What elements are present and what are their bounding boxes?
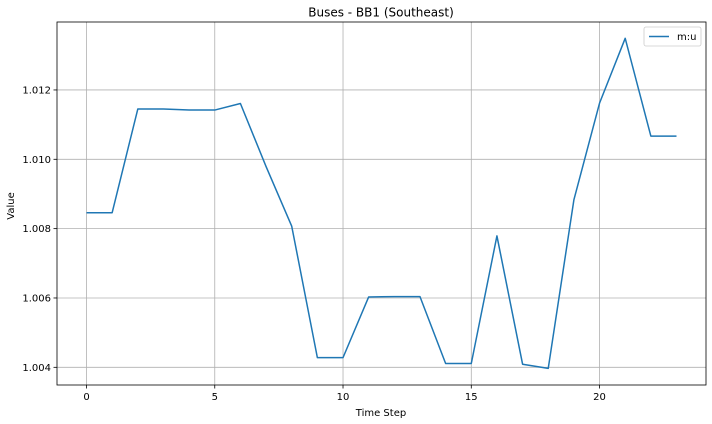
series-line — [86, 37, 677, 370]
x-axis-label: Time Step — [355, 408, 406, 419]
x-tick-label: 5 — [212, 392, 218, 403]
y-tick-label: 1.010 — [22, 155, 51, 166]
legend-box — [643, 26, 702, 47]
axis-ticks: 0 5 10 15 20 1.004 1.006 1.008 1.010 1.012 — [22, 85, 606, 403]
chart-title: Buses - BB1 (Southeast) — [308, 6, 454, 20]
series-layer — [86, 37, 677, 370]
legend: m:u — [643, 26, 702, 47]
y-axis-label: Value — [6, 192, 17, 219]
x-tick-label: 0 — [83, 392, 89, 403]
x-tick-label: 20 — [593, 392, 606, 403]
y-tick-label: 1.004 — [22, 363, 51, 374]
plot-area-frame — [56, 21, 707, 386]
y-tick-label: 1.012 — [22, 85, 51, 96]
legend-entry-label: m:u — [677, 32, 696, 43]
x-tick-label: 15 — [465, 392, 478, 403]
x-tick-label: 10 — [337, 392, 350, 403]
y-tick-label: 1.006 — [22, 293, 51, 304]
y-tick-label: 1.008 — [22, 224, 51, 235]
grid — [57, 22, 706, 385]
